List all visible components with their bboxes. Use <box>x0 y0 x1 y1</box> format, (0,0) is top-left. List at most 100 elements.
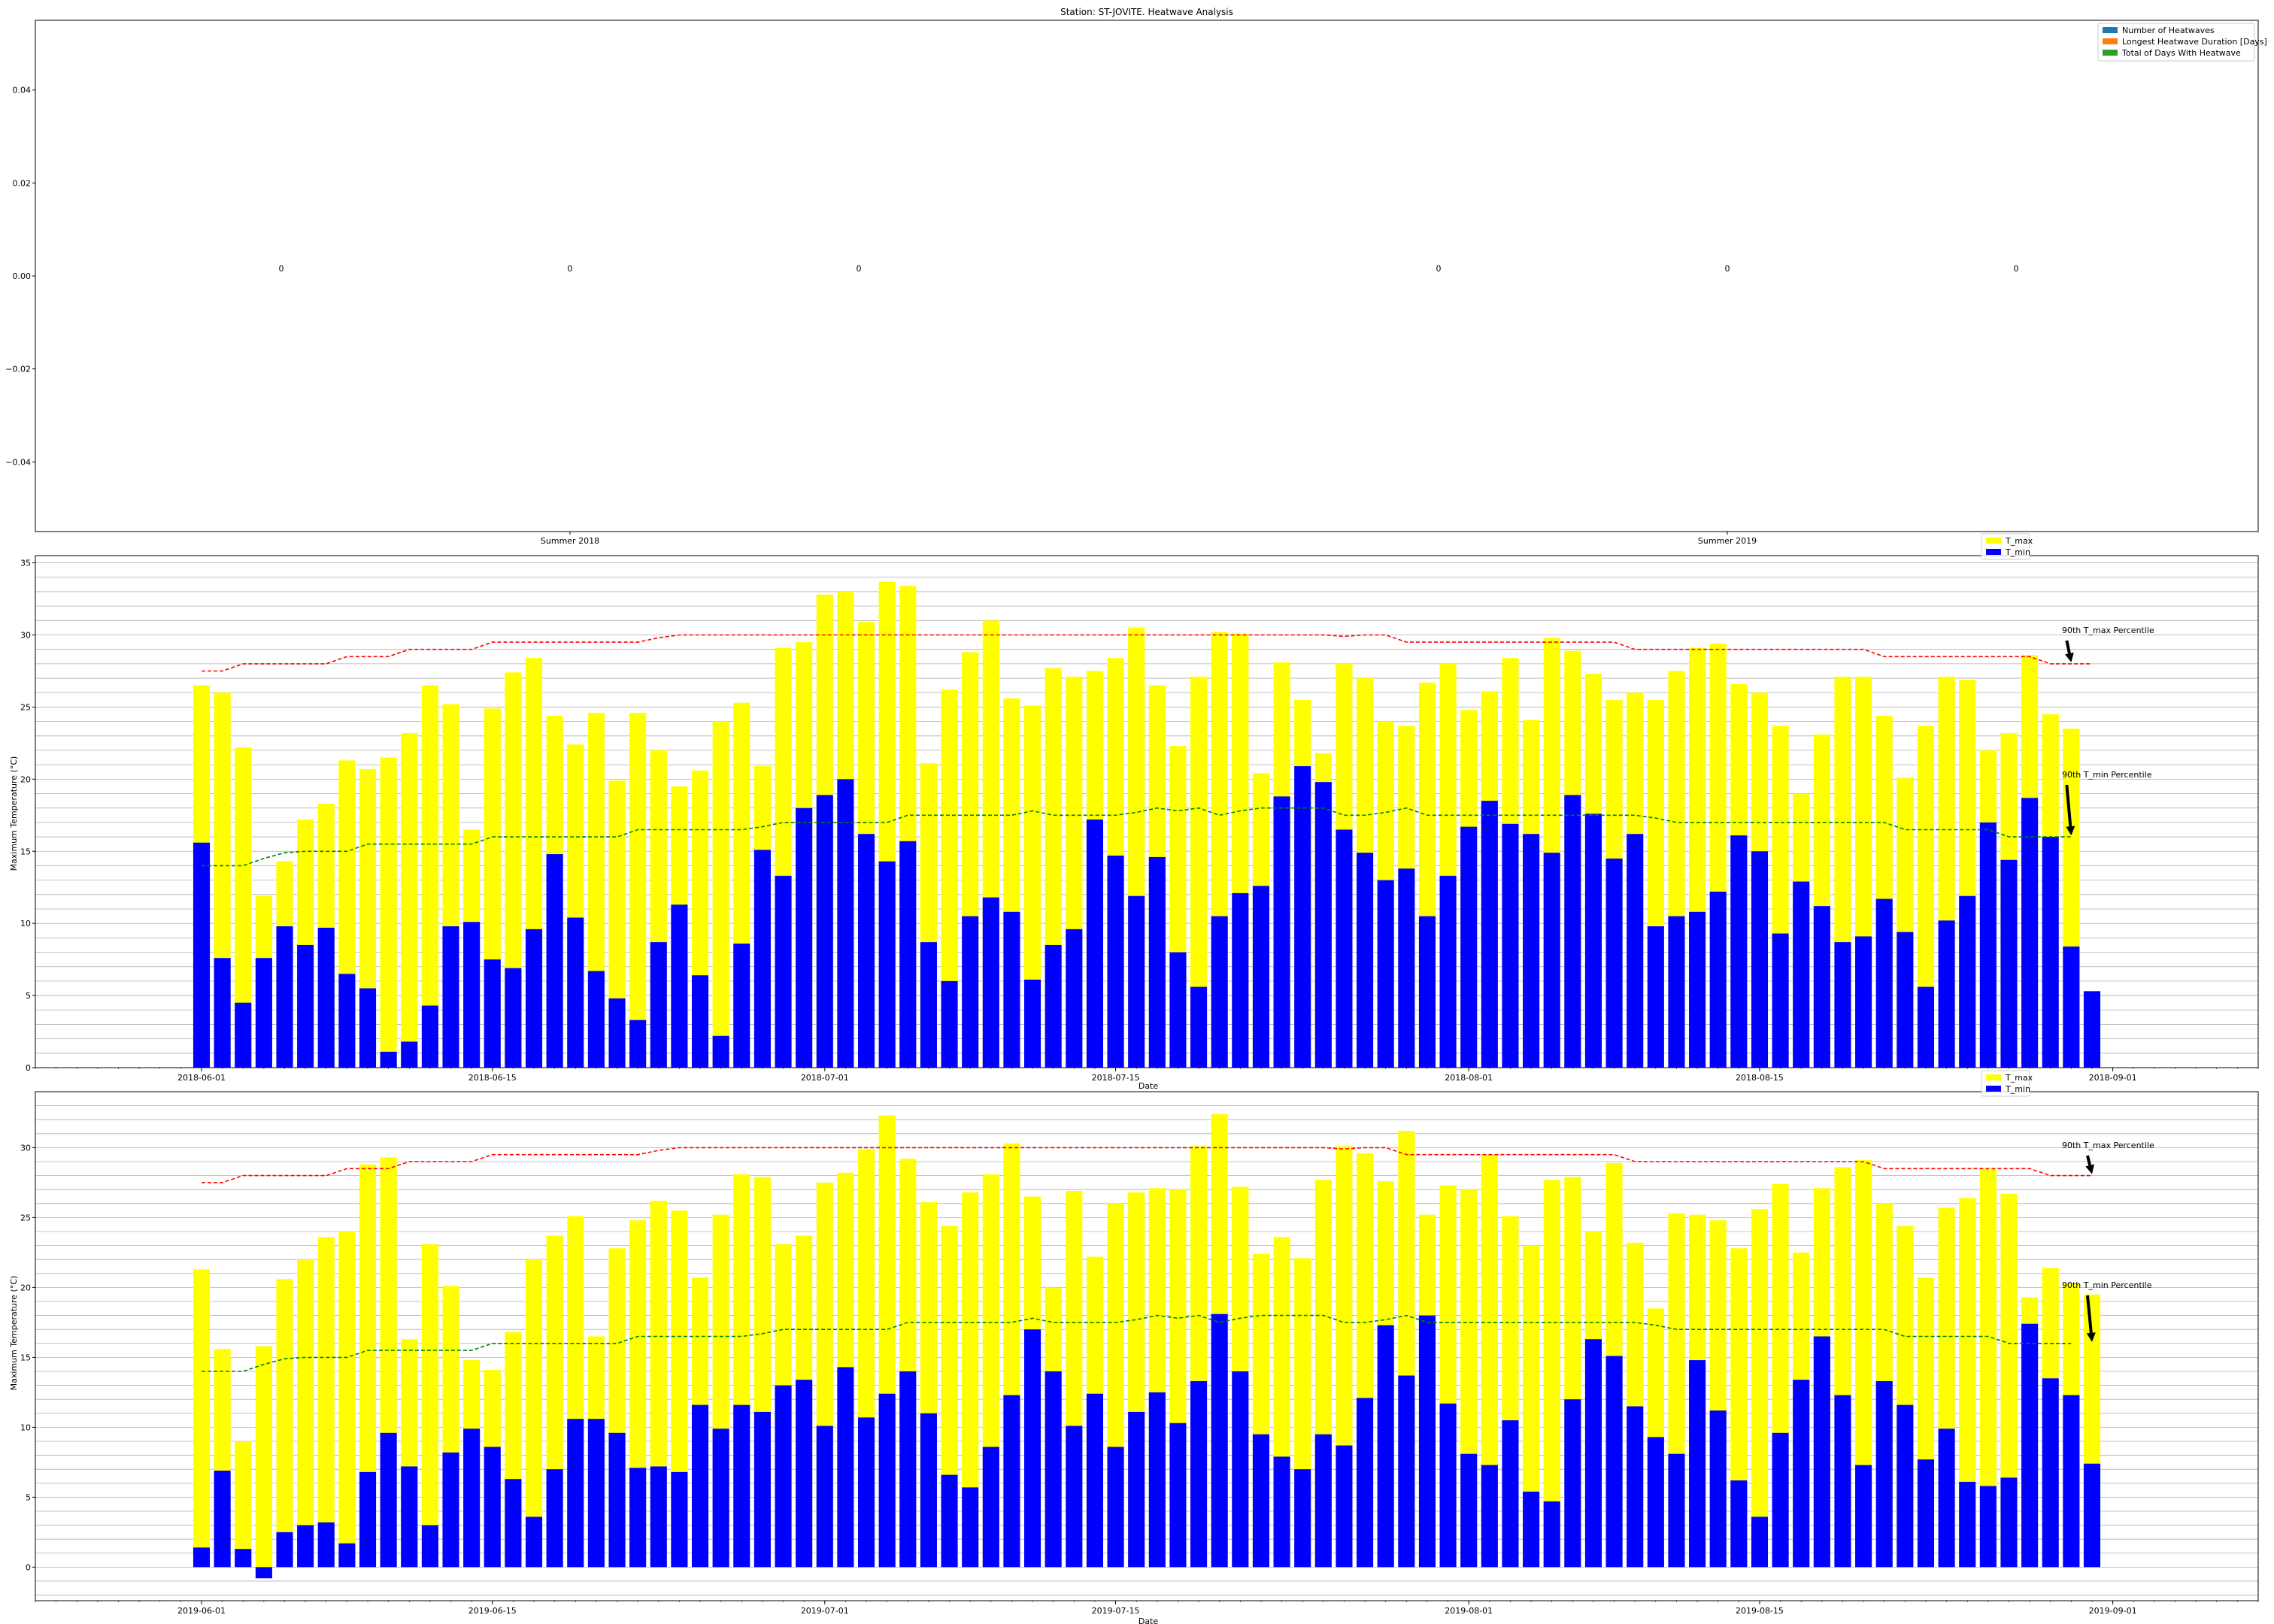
tmin-bar <box>484 1447 501 1568</box>
figure-title: Station: ST-JOVITE. Heatwave Analysis <box>1060 7 1233 17</box>
tmin-bar <box>1668 916 1685 1068</box>
tmin-bar <box>2021 1323 2039 1568</box>
legend-label: T_max <box>2005 536 2033 546</box>
tmin-bar <box>587 1419 605 1568</box>
x-tick-label: 2019-08-01 <box>1445 1606 1493 1616</box>
tmin-bar <box>775 1385 792 1568</box>
tmin-bar <box>1003 911 1020 1068</box>
tmin-bar <box>878 861 896 1068</box>
tmin-bar <box>2063 1395 2080 1568</box>
summary-y-tick-label: −0.02 <box>5 365 31 374</box>
summary-y-tick-label: 0.00 <box>13 271 32 281</box>
tmin-bar <box>962 916 979 1068</box>
tmin-bar <box>1273 1456 1290 1568</box>
tmin-bar <box>1605 1356 1623 1568</box>
tmin-bar <box>401 1041 418 1068</box>
tmin-bar <box>712 1035 729 1068</box>
summary-bar-value-label: 0 <box>1725 264 1730 274</box>
tmin-bar <box>2083 991 2101 1068</box>
tmin-bar <box>1232 892 1249 1068</box>
tmin-bar <box>920 1413 937 1568</box>
tmin-bar <box>1564 1399 1581 1568</box>
tmin-bar <box>1751 1516 1769 1568</box>
tmin-bar <box>1252 1434 1269 1568</box>
tmin-bar <box>1314 782 1332 1068</box>
tmin-bar <box>1066 1426 1083 1568</box>
x-tick-label: 2018-07-01 <box>801 1073 849 1083</box>
tmin-bar <box>463 1429 481 1568</box>
tmin-bar <box>235 1002 252 1068</box>
tmin-bar <box>193 1547 211 1568</box>
tmin-bar <box>1377 880 1394 1068</box>
tmax-bar <box>235 747 252 1068</box>
y-tick-label: 10 <box>20 1423 31 1432</box>
tmin-bar <box>1647 1437 1664 1568</box>
tmin-bar <box>1917 986 1935 1068</box>
tmin-bar <box>608 1432 626 1568</box>
summary-x-tick-label: Summer 2018 <box>541 536 599 546</box>
tmin-bar <box>1938 920 1955 1068</box>
tmin-bar <box>941 980 958 1068</box>
panel2-y-axis: 0 5 10 15 20 25 30 35 <box>20 559 35 1073</box>
legend-swatch <box>1986 549 2001 555</box>
percentile-annotation-label: 90th T_max Percentile <box>2062 1141 2154 1150</box>
tmin-bar <box>1045 944 1062 1068</box>
tmin-bar <box>1357 1398 1374 1568</box>
tmax-bar <box>421 1244 438 1568</box>
y-tick-label: 0 <box>26 1063 31 1073</box>
tmin-bar <box>1834 942 1851 1068</box>
tmin-bar <box>796 807 813 1068</box>
tmin-bar <box>1917 1459 1935 1568</box>
tmin-bar <box>1959 1481 1976 1568</box>
tmin-bar <box>899 1371 917 1568</box>
tmin-bar <box>567 1419 584 1568</box>
annotation-arrow-head <box>2086 1332 2096 1342</box>
tmin-bar <box>1875 1380 1893 1568</box>
summary-bar-value-label: 0 <box>1436 264 1442 274</box>
tmin-bar <box>1232 1371 1249 1568</box>
tmin-bar <box>857 834 875 1068</box>
tmin-bar <box>1897 932 1914 1068</box>
tmin-bar <box>1460 826 1478 1068</box>
tmin-bar <box>1834 1395 1851 1568</box>
tmax-bar <box>1917 726 1935 1068</box>
tmin-bar <box>317 927 335 1068</box>
tmin-bar <box>753 1411 771 1568</box>
tmin-bar <box>1627 834 1644 1068</box>
tmin-bar <box>1003 1395 1020 1568</box>
x-tick-label: 2019-07-01 <box>801 1606 849 1616</box>
tmin-bar <box>255 958 272 1068</box>
tmin-bar <box>816 1426 833 1568</box>
tmax-bar <box>276 1279 293 1568</box>
tmin-bar <box>380 1051 397 1068</box>
tmin-bar <box>421 1005 438 1068</box>
tmin-bar <box>401 1466 418 1568</box>
tmax-bar <box>1543 1180 1560 1568</box>
tmin-bar <box>1793 1380 1810 1568</box>
tmax-bar <box>712 721 729 1068</box>
tmin-bar <box>1086 820 1103 1068</box>
tmin-bar <box>629 1468 647 1568</box>
tmin-bar <box>255 1567 272 1579</box>
tmin-bar <box>484 959 501 1068</box>
tmin-bar <box>857 1417 875 1568</box>
tmin-bar <box>1979 822 1997 1068</box>
tmin-bar <box>1584 814 1602 1068</box>
tmax-percentile-line <box>202 1147 2092 1183</box>
x-tick-label: 2019-06-15 <box>468 1606 517 1616</box>
y-tick-label: 15 <box>20 1353 31 1362</box>
tmin-bar <box>297 944 314 1068</box>
summary-x-tick-label: Summer 2019 <box>1698 536 1757 546</box>
x-tick-label: 2018-09-01 <box>2089 1073 2137 1083</box>
tmin-bar <box>442 1452 459 1568</box>
tmin-bar <box>691 975 709 1068</box>
tmin-bar <box>338 974 356 1068</box>
tmin-percentile-line <box>202 807 2072 867</box>
tmin-bar <box>1730 1480 1748 1568</box>
panel2-bars <box>193 581 2101 1068</box>
tmax-bar <box>1979 1168 1997 1568</box>
tmin-bar <box>359 988 377 1068</box>
legend-label: T_max <box>2005 1073 2033 1083</box>
tmin-bar <box>982 897 999 1068</box>
